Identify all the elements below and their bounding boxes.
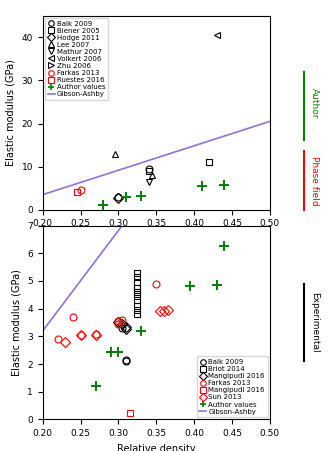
Text: Experimental: Experimental (310, 292, 319, 353)
Y-axis label: Elastic modulus (GPa): Elastic modulus (GPa) (6, 60, 16, 166)
X-axis label: Relative density: Relative density (117, 234, 195, 244)
Legend: Balk 2009, Biener 2005, Hodge 2011, Lee 2007, Mathur 2007, Volkert 2006, Zhu 200: Balk 2009, Biener 2005, Hodge 2011, Lee … (45, 18, 108, 100)
Y-axis label: Elastic modulus (GPa): Elastic modulus (GPa) (12, 269, 22, 376)
Text: Author: Author (310, 88, 319, 119)
Legend: Balk 2009, Briot 2014, Mangipudi 2016, Farkas 2013, Mangipudi 2016, Sun 2013, Au: Balk 2009, Briot 2014, Mangipudi 2016, F… (197, 356, 268, 417)
Text: Phase field: Phase field (310, 156, 319, 205)
X-axis label: Relative density: Relative density (117, 444, 195, 451)
